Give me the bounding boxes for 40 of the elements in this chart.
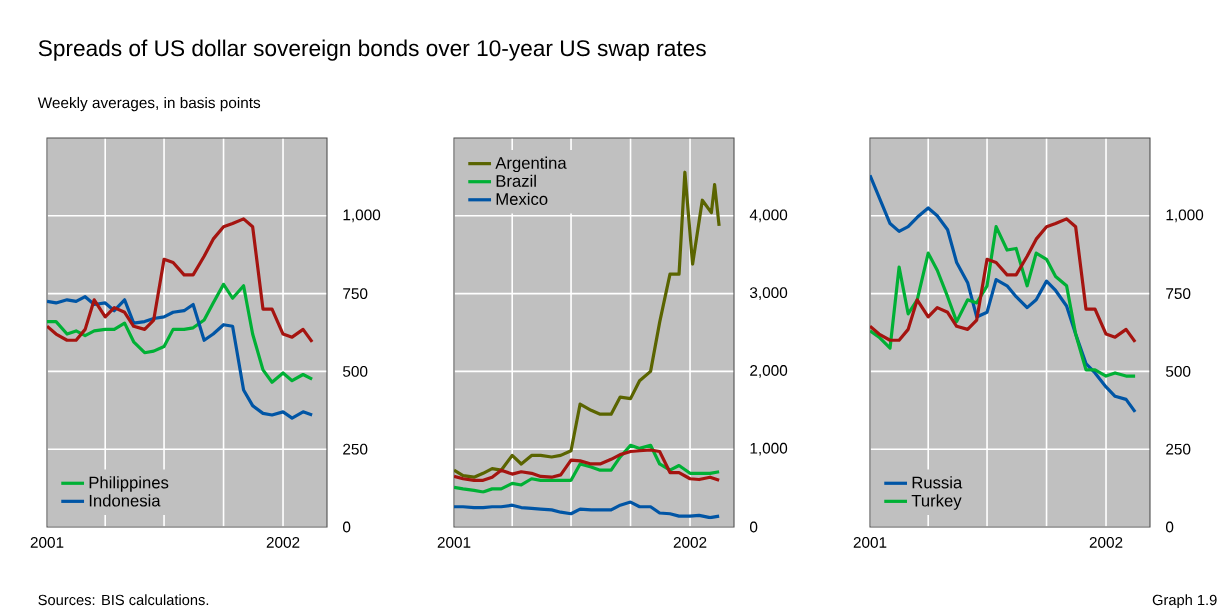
x-tick-label: 2001 [437,537,471,548]
x-tick-label: 2002 [1089,537,1123,548]
y-tick-label: 1,000 [1166,209,1204,223]
legend-label: Russia [912,476,963,489]
legend-label: Philippines [89,476,169,492]
y-tick-label: 1,000 [750,442,788,456]
chart-subtitle: Weekly averages, in basis points [37,96,261,112]
line-series [870,173,1137,414]
y-tick-label: 4,000 [749,209,788,223]
x-tick-label: 2002 [266,537,300,548]
legend-label: Turkey [911,494,962,510]
chart-title: Spreads of US dollar sovereign bonds over 10-year US swap rates [38,39,706,61]
y-tick-label: 750 [343,288,368,300]
y-tick-label: 250 [1166,443,1191,455]
legend-label: Brazil [496,174,536,187]
source-note: Sources: BIS calculations. [38,594,209,606]
line-series [870,217,1137,344]
line-series [47,282,314,384]
line-series [454,170,721,479]
caption: Graph 1.9 [1152,594,1217,609]
x-tick-label: 2002 [673,537,707,548]
x-tick-label: 2001 [853,537,887,548]
y-tick-label: 2,000 [750,365,788,378]
y-tick-label: 1,000 [343,209,381,223]
line-series [47,295,314,420]
y-tick-label: 750 [1166,288,1191,300]
legend-label: Mexico [496,192,548,205]
line-series [47,217,314,344]
legend-label: Indonesia [89,494,161,507]
legend-label: Argentina [495,156,567,173]
y-tick-label: 0 [1165,521,1174,533]
line-series [870,225,1137,378]
y-tick-label: 500 [342,365,368,377]
y-tick-label: 3,000 [749,287,788,300]
y-tick-label: 250 [343,443,368,455]
y-tick-label: 0 [749,521,758,533]
y-tick-label: 500 [1165,365,1191,377]
y-tick-label: 0 [342,521,351,533]
line-series [454,448,721,482]
x-tick-label: 2001 [30,537,64,548]
